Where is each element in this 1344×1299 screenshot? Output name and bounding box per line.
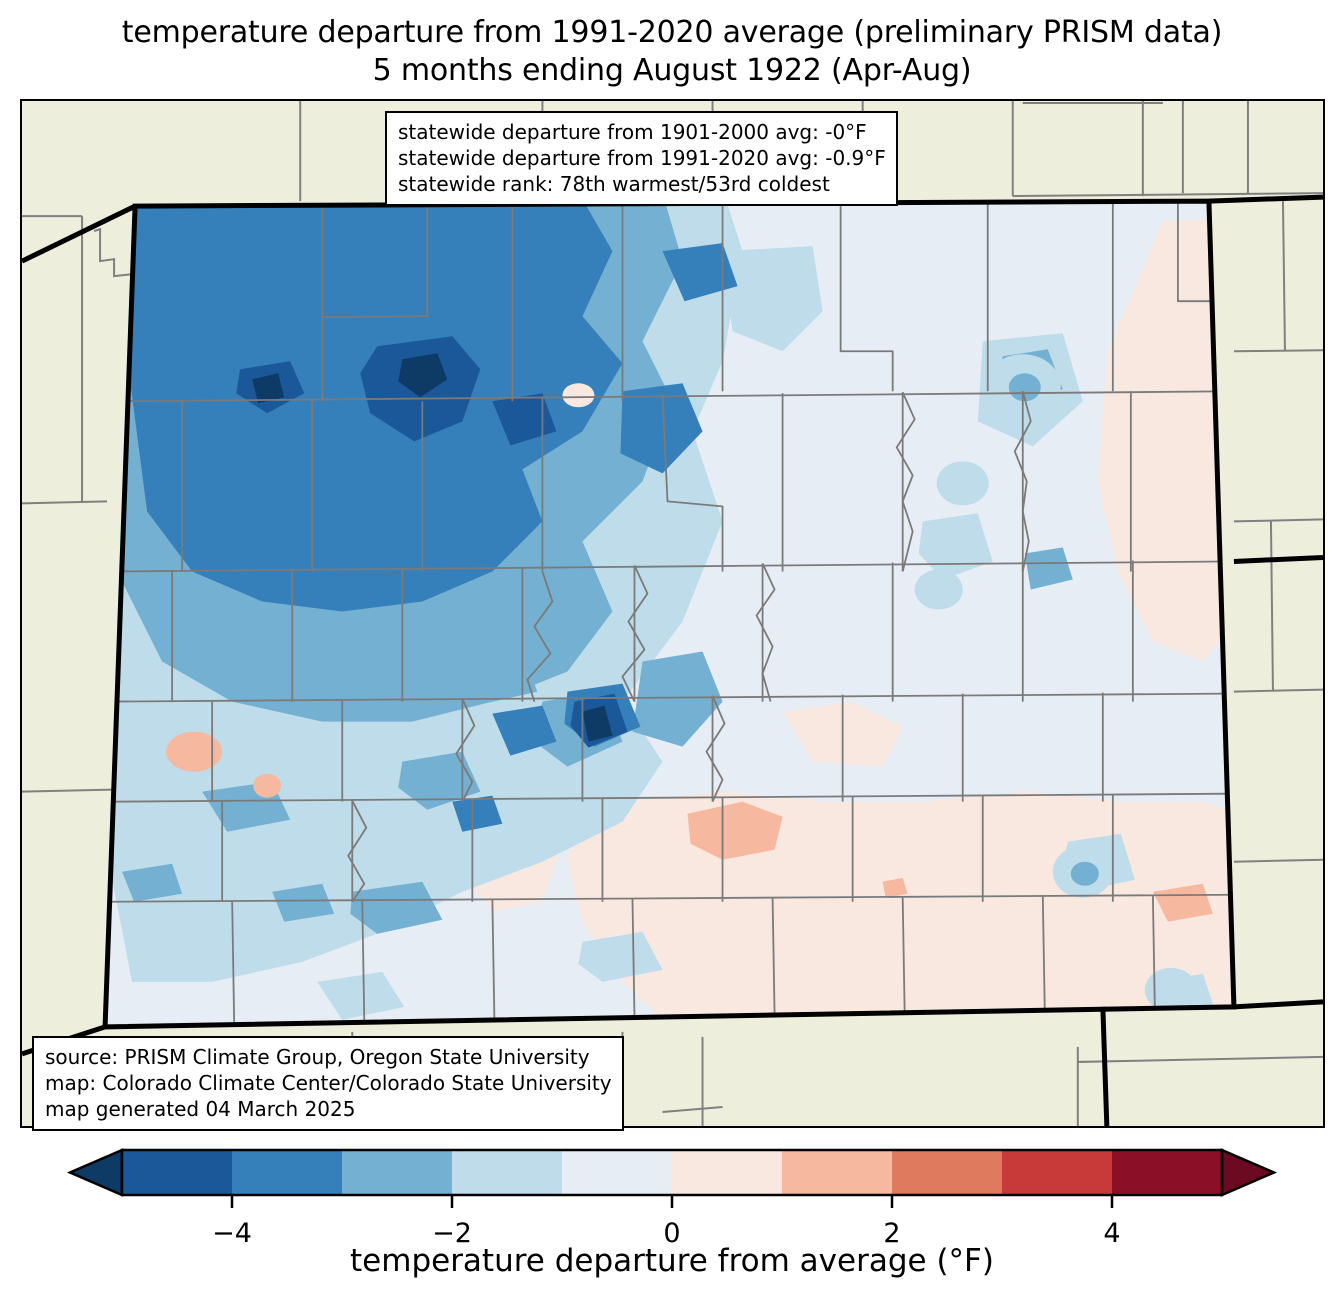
contour-west-warm-spots bbox=[166, 383, 595, 798]
colorbar-tick-label: −4 bbox=[212, 1218, 252, 1249]
colorbar-band bbox=[452, 1150, 562, 1195]
stats-rank: statewide rank: 78th warmest/53rd coldes… bbox=[398, 172, 830, 196]
colorbar-tick-label: −2 bbox=[432, 1218, 472, 1249]
colorado-temperature-departure-map bbox=[22, 101, 1323, 1126]
title-line-1: temperature departure from 1991-2020 ave… bbox=[121, 15, 1223, 50]
colorbar-band bbox=[562, 1150, 672, 1195]
county-boundaries bbox=[106, 201, 1234, 1022]
contour-plains-cool-spots bbox=[914, 354, 1197, 1012]
source-attribution-box: source: PRISM Climate Group, Oregon Stat… bbox=[32, 1036, 624, 1131]
colorbar-band bbox=[672, 1150, 782, 1195]
colorbar-band bbox=[782, 1150, 892, 1195]
map-frame bbox=[20, 99, 1325, 1128]
map-credit-line: map: Colorado Climate Center/Colorado St… bbox=[45, 1071, 612, 1095]
colorbar-tick-label: 0 bbox=[663, 1218, 680, 1249]
colorbar-axis-label: temperature departure from average (°F) bbox=[350, 1243, 994, 1279]
colorbar-band bbox=[1112, 1150, 1222, 1195]
colorbar-band bbox=[122, 1150, 232, 1195]
colorbar-axis: −4 −2 0 2 4 bbox=[212, 1195, 1121, 1249]
title-line-2: 5 months ending August 1922 (Apr-Aug) bbox=[372, 53, 972, 88]
colorbar: −4 −2 0 2 4 bbox=[0, 1140, 1344, 1299]
contour-band-neg5-neg4 bbox=[236, 336, 628, 748]
colorbar-band bbox=[232, 1150, 342, 1195]
colorbar-tick-label: 2 bbox=[883, 1218, 900, 1249]
map-generated-line: map generated 04 March 2025 bbox=[45, 1097, 356, 1121]
colorbar-tick-label: 4 bbox=[1103, 1218, 1120, 1249]
statewide-stats-box: statewide departure from 1901-2000 avg: … bbox=[385, 111, 898, 206]
colorbar-svg: −4 −2 0 2 4 bbox=[66, 1148, 1278, 1249]
colorbar-band bbox=[892, 1150, 1002, 1195]
contour-band-neg4-neg3 bbox=[130, 201, 738, 832]
colorbar-band bbox=[1002, 1150, 1112, 1195]
stats-departure-1901-2000: statewide departure from 1901-2000 avg: … bbox=[398, 120, 867, 144]
page-title: temperature departure from 1991-2020 ave… bbox=[0, 14, 1344, 90]
temperature-departure-contours bbox=[105, 201, 1234, 1027]
colorbar-under-arrow bbox=[66, 1148, 124, 1197]
colorbar-over-arrow bbox=[1220, 1148, 1278, 1197]
stats-departure-1991-2020: statewide departure from 1991-2020 avg: … bbox=[398, 146, 886, 170]
source-line: source: PRISM Climate Group, Oregon Stat… bbox=[45, 1045, 590, 1069]
colorbar-band bbox=[342, 1150, 452, 1195]
colorbar-bands bbox=[66, 1148, 1278, 1197]
